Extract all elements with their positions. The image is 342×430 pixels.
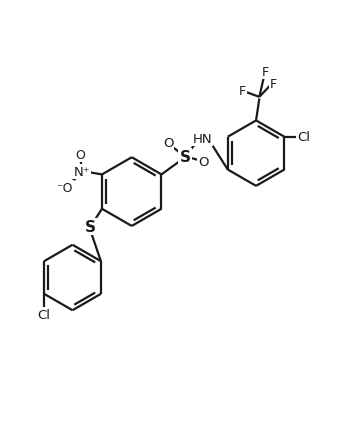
- Text: F: F: [269, 77, 277, 90]
- Text: F: F: [262, 66, 269, 79]
- Text: S: S: [85, 220, 96, 235]
- Text: F: F: [239, 85, 246, 98]
- Text: N⁺: N⁺: [74, 166, 90, 179]
- Text: HN: HN: [192, 132, 212, 146]
- Text: O: O: [163, 137, 173, 150]
- Text: Cl: Cl: [38, 308, 51, 321]
- Text: Cl: Cl: [298, 131, 311, 144]
- Text: ⁻O: ⁻O: [56, 181, 73, 194]
- Text: O: O: [75, 149, 85, 162]
- Text: S: S: [180, 150, 190, 165]
- Text: O: O: [198, 156, 208, 169]
